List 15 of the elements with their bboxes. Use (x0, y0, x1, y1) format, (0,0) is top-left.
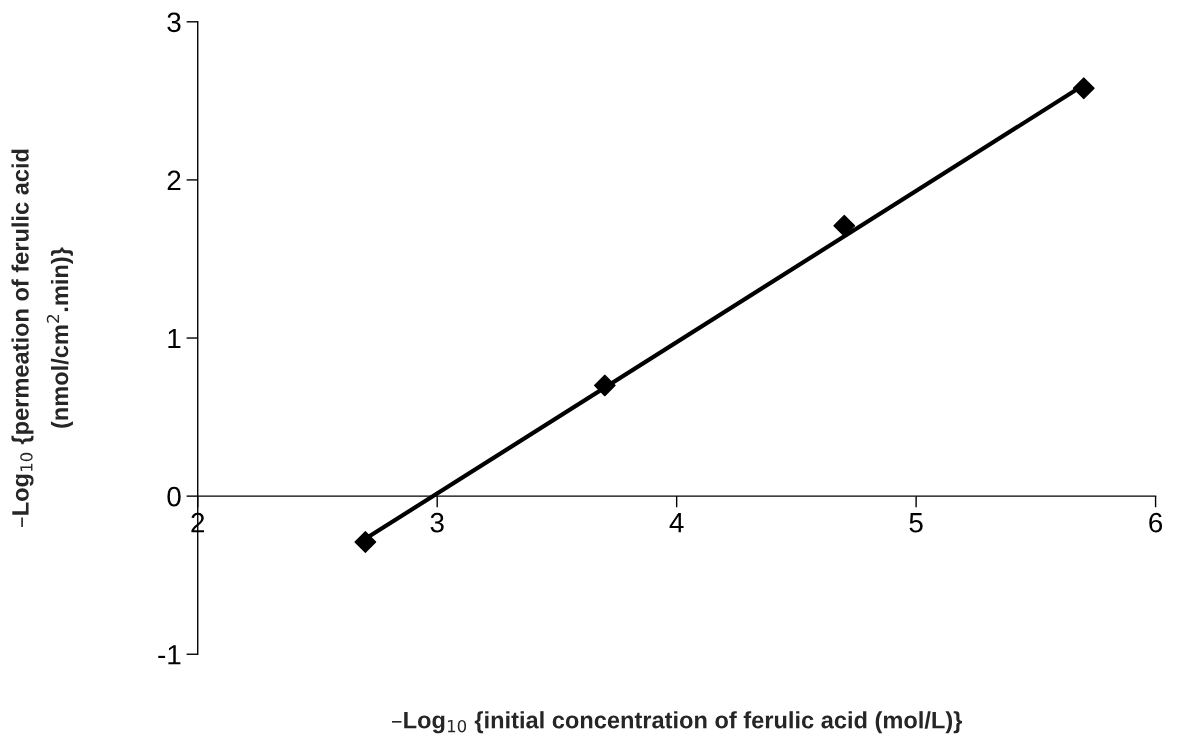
point (354, 531, 377, 553)
y-tick-label: 3 (167, 12, 181, 33)
point (1072, 77, 1095, 100)
x-axis-title: –Log$_{10}$ {initial concentration of ferulic acid (mol/L)} (392, 711, 963, 734)
y-tick-label: 1 (168, 328, 181, 349)
point (833, 214, 856, 237)
y-tick-label: 2 (167, 170, 181, 190)
x-tick-label: 5 (909, 513, 923, 533)
x-tick-label: 3 (430, 512, 444, 533)
x-tick-label: 6 (1149, 512, 1163, 533)
point (593, 374, 616, 397)
x-tick-label: 4 (669, 513, 684, 533)
y-tick-label: 0 (167, 486, 181, 507)
y-tick-label: -1 (158, 645, 181, 665)
y-axis-title: –Log$_{10}$ {permeation of ferulic acid (nmol/cm$^{2}$.min)} (11, 149, 73, 527)
